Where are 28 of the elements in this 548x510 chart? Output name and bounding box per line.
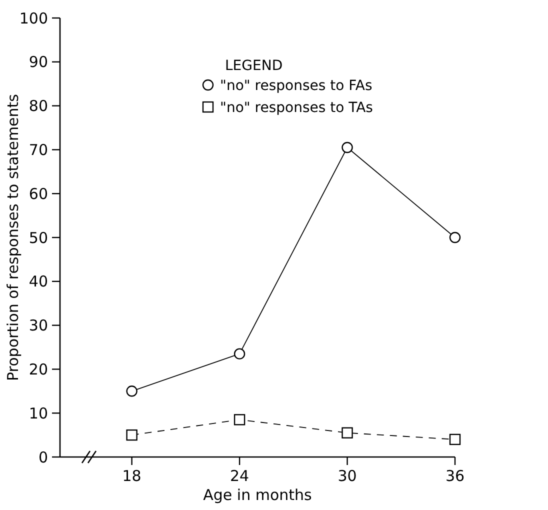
y-tick-label: 80 xyxy=(28,97,48,116)
legend-label: "no" responses to TAs xyxy=(220,100,373,116)
y-tick-label: 60 xyxy=(28,184,48,203)
point xyxy=(126,386,138,397)
legend-title: LEGEND xyxy=(225,58,283,74)
point xyxy=(342,142,353,154)
x-tick-label: 36 xyxy=(445,467,465,485)
y-tick-label: 100 xyxy=(19,9,48,28)
x-tick-label: 24 xyxy=(230,467,250,485)
point xyxy=(234,348,246,360)
y-tick-label: 90 xyxy=(28,53,48,72)
point xyxy=(449,434,461,446)
y-tick-label: 0 xyxy=(38,448,48,466)
legend-label: "no" responses to FAs xyxy=(220,78,372,94)
point xyxy=(342,427,353,438)
x-tick-label: 30 xyxy=(338,467,357,485)
point xyxy=(234,414,246,426)
y-tick-label: 70 xyxy=(28,140,48,159)
y-tick-label: 40 xyxy=(28,272,48,291)
y-tick-label: 50 xyxy=(28,228,48,247)
y-tick-label: 30 xyxy=(28,316,48,335)
point xyxy=(126,429,138,441)
y-axis-title: Proportion of responses to statements xyxy=(4,94,22,381)
point xyxy=(449,232,461,244)
y-tick-label: 10 xyxy=(28,404,48,422)
y-tick-label: 20 xyxy=(28,360,48,378)
x-axis-title: Age in months xyxy=(203,486,312,504)
x-tick-label: 18 xyxy=(122,467,142,485)
